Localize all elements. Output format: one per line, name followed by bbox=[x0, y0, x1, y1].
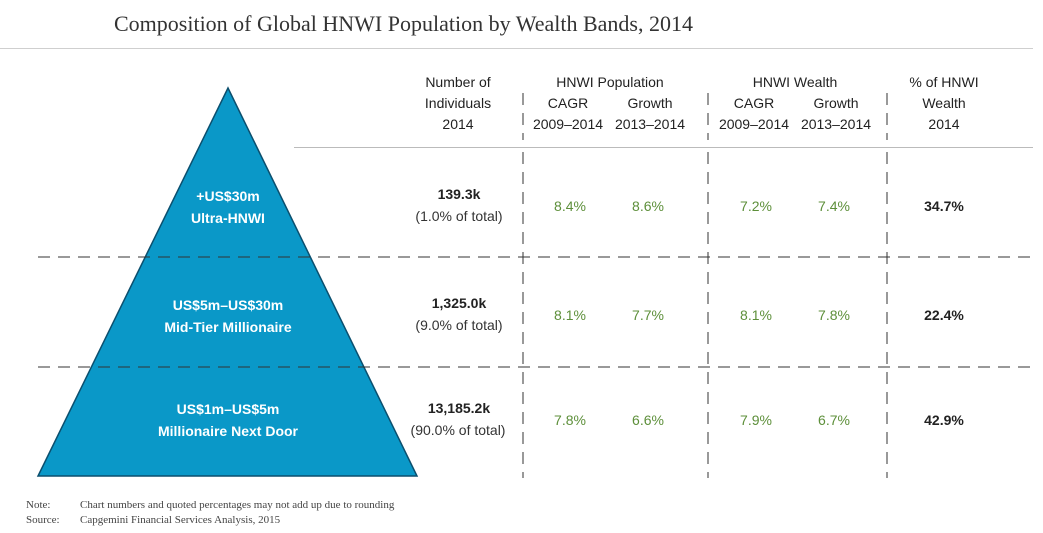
individuals-ultra: 139.3k bbox=[437, 186, 481, 202]
tier-band-next-door: US$1m–US$5m bbox=[176, 401, 280, 417]
header-wealth-group: HNWI Wealth bbox=[752, 74, 838, 90]
pop-cagr-ultra: 8.4% bbox=[554, 198, 586, 214]
tier-label-next-door: US$1m–US$5m Millionaire Next Door bbox=[138, 398, 318, 442]
tier-label-mid: US$5m–US$30m Mid-Tier Millionaire bbox=[146, 294, 310, 338]
header-wealth-growth-line1: Growth bbox=[813, 95, 859, 111]
header-wealth-share-line2: Wealth bbox=[922, 95, 966, 111]
pop-cagr-mid: 8.1% bbox=[554, 307, 586, 323]
note-label: Note: bbox=[26, 499, 51, 511]
source-line: Source: Capgemini Financial Services Anal… bbox=[26, 513, 394, 528]
pop-growth-mid: 7.7% bbox=[632, 307, 664, 323]
note-text: Chart numbers and quoted percentages may… bbox=[80, 499, 395, 511]
chart-title: Composition of Global HNWI Population by… bbox=[114, 11, 693, 36]
wealth-cagr-next-door: 7.9% bbox=[740, 412, 772, 428]
header-wealth-growth-line2: 2013–2014 bbox=[800, 116, 872, 132]
tier-label-ultra: +US$30m Ultra-HNWI bbox=[148, 185, 308, 229]
header-wealth-share: % of HNWI Wealth 2014 bbox=[894, 72, 994, 135]
individuals-share-ultra: (1.0% of total) bbox=[415, 208, 503, 224]
wealth-growth-ultra: 7.4% bbox=[818, 198, 850, 214]
individuals-share-next-door: (90.0% of total) bbox=[410, 422, 506, 438]
header-wealth-cagr-line1: CAGR bbox=[733, 95, 775, 111]
wealth-growth-mid: 7.8% bbox=[818, 307, 850, 323]
header-individuals-line2: Individuals bbox=[424, 95, 492, 111]
source-text: Capgemini Financial Services Analysis, 2… bbox=[80, 514, 281, 526]
tier-band-ultra: +US$30m bbox=[196, 188, 260, 204]
header-population-cagr: CAGR 2009–2014 bbox=[526, 93, 610, 135]
title-divider bbox=[0, 48, 1033, 49]
individuals-next-door: 13,185.2k bbox=[427, 400, 491, 416]
wealth-share-next-door: 42.9% bbox=[924, 412, 964, 428]
source-label: Source: bbox=[26, 514, 60, 526]
header-population-growth: Growth 2013–2014 bbox=[608, 93, 692, 135]
wealth-cagr-ultra: 7.2% bbox=[740, 198, 772, 214]
header-individuals-line1: Number of bbox=[425, 74, 491, 90]
wealth-cagr-mid: 8.1% bbox=[740, 307, 772, 323]
header-wealth-cagr: CAGR 2009–2014 bbox=[712, 93, 796, 135]
note-line: Note: Chart numbers and quoted percentage… bbox=[26, 498, 394, 513]
header-individuals: Number of Individuals 2014 bbox=[412, 72, 504, 135]
tier-name-next-door: Millionaire Next Door bbox=[157, 423, 299, 439]
tier-name-ultra: Ultra-HNWI bbox=[191, 210, 265, 226]
wealth-growth-next-door: 6.7% bbox=[818, 412, 850, 428]
header-wealth-share-line3: 2014 bbox=[928, 116, 960, 132]
header-wealth-share-line1: % of HNWI bbox=[909, 74, 979, 90]
grid-lines bbox=[38, 93, 1033, 478]
header-population-growth-line1: Growth bbox=[627, 95, 673, 111]
pop-cagr-next-door: 7.8% bbox=[554, 412, 586, 428]
tier-band-mid: US$5m–US$30m bbox=[172, 297, 284, 313]
tier-name-mid: Mid-Tier Millionaire bbox=[164, 319, 292, 335]
pop-growth-next-door: 6.6% bbox=[632, 412, 664, 428]
wealth-share-ultra: 34.7% bbox=[924, 198, 964, 214]
header-population-growth-line2: 2013–2014 bbox=[614, 116, 686, 132]
header-wealth-cagr-line2: 2009–2014 bbox=[718, 116, 790, 132]
pop-growth-ultra: 8.6% bbox=[632, 198, 664, 214]
header-population-cagr-line1: CAGR bbox=[547, 95, 589, 111]
header-divider bbox=[294, 147, 1033, 148]
header-wealth-growth: Growth 2013–2014 bbox=[794, 93, 878, 135]
footnotes: Note: Chart numbers and quoted percentage… bbox=[26, 498, 394, 528]
header-individuals-line3: 2014 bbox=[442, 116, 474, 132]
wealth-pyramid bbox=[36, 86, 419, 477]
header-population-cagr-line2: 2009–2014 bbox=[532, 116, 604, 132]
individuals-share-mid: (9.0% of total) bbox=[415, 317, 503, 333]
wealth-share-mid: 22.4% bbox=[924, 307, 964, 323]
header-population-group: HNWI Population bbox=[556, 74, 664, 90]
individuals-mid: 1,325.0k bbox=[431, 295, 487, 311]
